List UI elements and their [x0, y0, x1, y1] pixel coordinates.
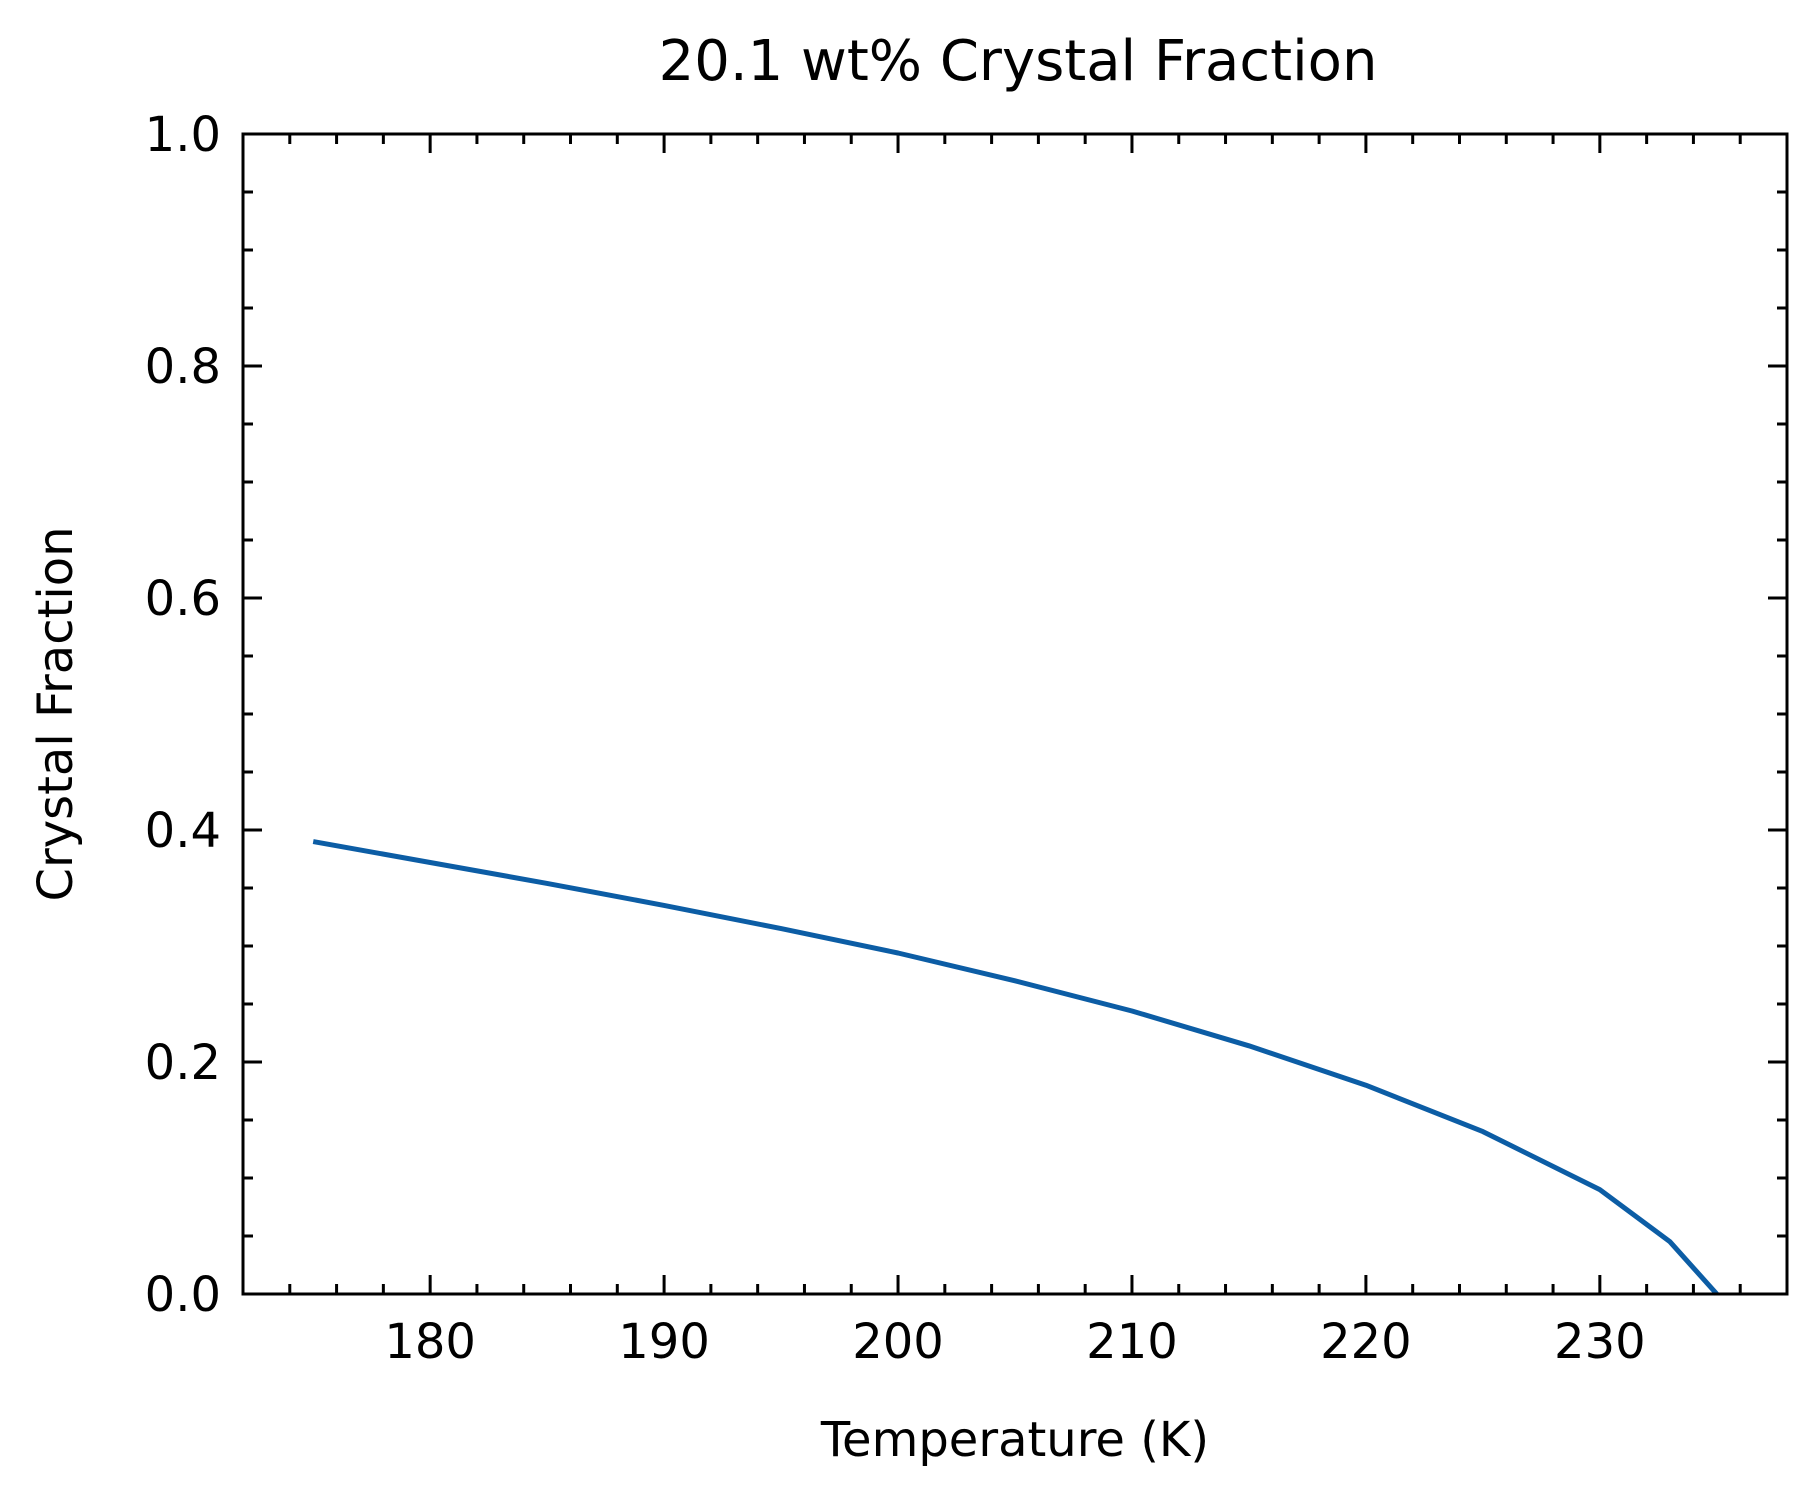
y-tick-label: 0.4 — [145, 803, 221, 859]
x-tick-label: 230 — [1554, 1314, 1646, 1370]
tick-labels: 180 190 200 210 220 230 0.0 0.2 0.4 0.6 0.8 1.0 — [145, 107, 1646, 1370]
x-tick-label: 220 — [1320, 1314, 1412, 1370]
x-tick-label: 190 — [618, 1314, 710, 1370]
x-tick-label: 200 — [852, 1314, 944, 1370]
y-tick-label: 0.0 — [145, 1267, 221, 1323]
axes-frame — [241, 132, 1789, 1296]
y-tick-label: 0.6 — [145, 571, 221, 627]
plot-area — [312, 839, 1719, 1296]
x-tick-label: 180 — [384, 1314, 476, 1370]
y-axis-title: Crystal Fraction — [28, 526, 84, 901]
y-tick-label: 0.8 — [145, 339, 221, 395]
x-tick-label: 210 — [1086, 1314, 1178, 1370]
ticks — [241, 132, 1789, 1296]
y-tick-label: 0.2 — [145, 1035, 221, 1091]
x-axis-title: Temperature (K) — [820, 1412, 1209, 1468]
y-tick-label: 1.0 — [145, 107, 221, 163]
chart-title: 20.1 wt% Crystal Fraction — [659, 29, 1378, 94]
series-line — [312, 839, 1719, 1296]
